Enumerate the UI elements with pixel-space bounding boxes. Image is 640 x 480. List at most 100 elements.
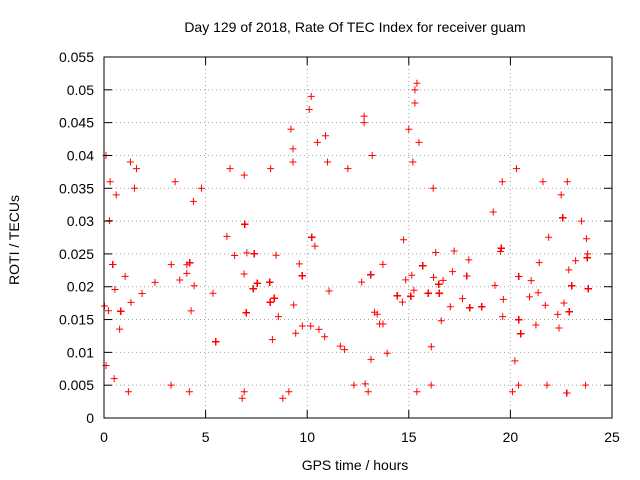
data-point	[266, 278, 274, 286]
data-point	[539, 178, 547, 186]
data-point	[582, 235, 590, 243]
data-point	[223, 232, 231, 240]
data-point	[515, 272, 523, 280]
data-point	[105, 217, 113, 225]
data-point	[413, 79, 421, 87]
data-point	[508, 388, 516, 396]
data-point	[226, 165, 234, 173]
data-point	[176, 276, 184, 284]
data-point	[368, 151, 376, 159]
data-point	[267, 165, 275, 173]
data-point	[565, 308, 573, 316]
data-point	[290, 301, 298, 309]
data-point	[534, 289, 542, 297]
data-point	[298, 322, 306, 330]
data-point	[465, 256, 473, 264]
data-point	[124, 388, 132, 396]
data-point	[430, 273, 438, 281]
data-point	[535, 259, 543, 267]
data-point	[463, 272, 471, 280]
data-point	[554, 310, 562, 318]
data-point	[407, 292, 415, 300]
data-point	[563, 178, 571, 186]
data-point	[126, 158, 134, 166]
data-point	[400, 236, 408, 244]
data-point	[117, 307, 125, 315]
data-point	[555, 324, 563, 332]
data-point	[415, 138, 423, 146]
data-point	[138, 290, 146, 298]
data-point	[308, 233, 316, 241]
data-point	[499, 313, 507, 321]
data-point	[360, 112, 368, 120]
data-point	[413, 388, 421, 396]
data-point	[361, 380, 369, 388]
data-point	[358, 278, 366, 286]
data-point	[449, 268, 457, 276]
data-point	[130, 184, 138, 192]
data-point	[325, 287, 333, 295]
data-point	[450, 247, 458, 255]
data-point	[435, 280, 443, 288]
data-point	[411, 99, 419, 107]
data-point	[341, 346, 349, 354]
data-point	[584, 285, 592, 293]
data-point	[240, 270, 248, 278]
data-point	[367, 271, 375, 279]
data-point	[272, 251, 280, 259]
data-point	[557, 191, 565, 199]
data-point	[187, 307, 195, 315]
data-point	[526, 293, 534, 301]
plot-frame	[103, 56, 613, 419]
data-point	[344, 165, 352, 173]
data-point	[268, 336, 276, 344]
data-point	[419, 262, 427, 270]
data-point	[315, 325, 323, 333]
data-point	[289, 145, 297, 153]
data-point	[376, 320, 384, 328]
data-point	[410, 286, 418, 294]
data-point	[498, 178, 506, 186]
data-point	[439, 276, 447, 284]
data-point	[437, 317, 445, 325]
data-point	[383, 349, 391, 357]
data-point	[109, 260, 117, 268]
data-point	[491, 281, 499, 289]
data-point	[274, 313, 282, 321]
grid-lines	[104, 57, 612, 418]
data-point	[424, 289, 432, 297]
data-point	[515, 316, 523, 324]
data-point	[541, 301, 549, 309]
data-point	[432, 249, 440, 257]
data-point	[295, 260, 303, 268]
data-point	[563, 389, 571, 397]
data-point	[489, 208, 497, 216]
data-point	[270, 294, 278, 302]
scatter-points	[100, 79, 592, 402]
data-point	[167, 261, 175, 269]
data-point	[287, 125, 295, 133]
data-point	[298, 272, 306, 280]
data-point	[543, 381, 551, 389]
data-point	[429, 184, 437, 192]
axis-ticks	[103, 56, 613, 419]
data-point	[116, 325, 124, 333]
data-point	[560, 299, 568, 307]
data-point	[231, 251, 239, 259]
data-point	[190, 282, 198, 290]
data-point	[127, 298, 135, 306]
data-point	[311, 242, 319, 250]
data-point	[243, 249, 251, 257]
data-point	[545, 233, 553, 241]
data-point	[398, 298, 406, 306]
data-point	[249, 285, 257, 293]
data-point	[405, 125, 413, 133]
data-point	[209, 289, 217, 297]
data-point	[582, 381, 590, 389]
data-point	[532, 321, 540, 329]
data-point	[408, 271, 416, 279]
data-point	[253, 279, 261, 287]
data-point	[427, 381, 435, 389]
data-point	[411, 86, 419, 94]
